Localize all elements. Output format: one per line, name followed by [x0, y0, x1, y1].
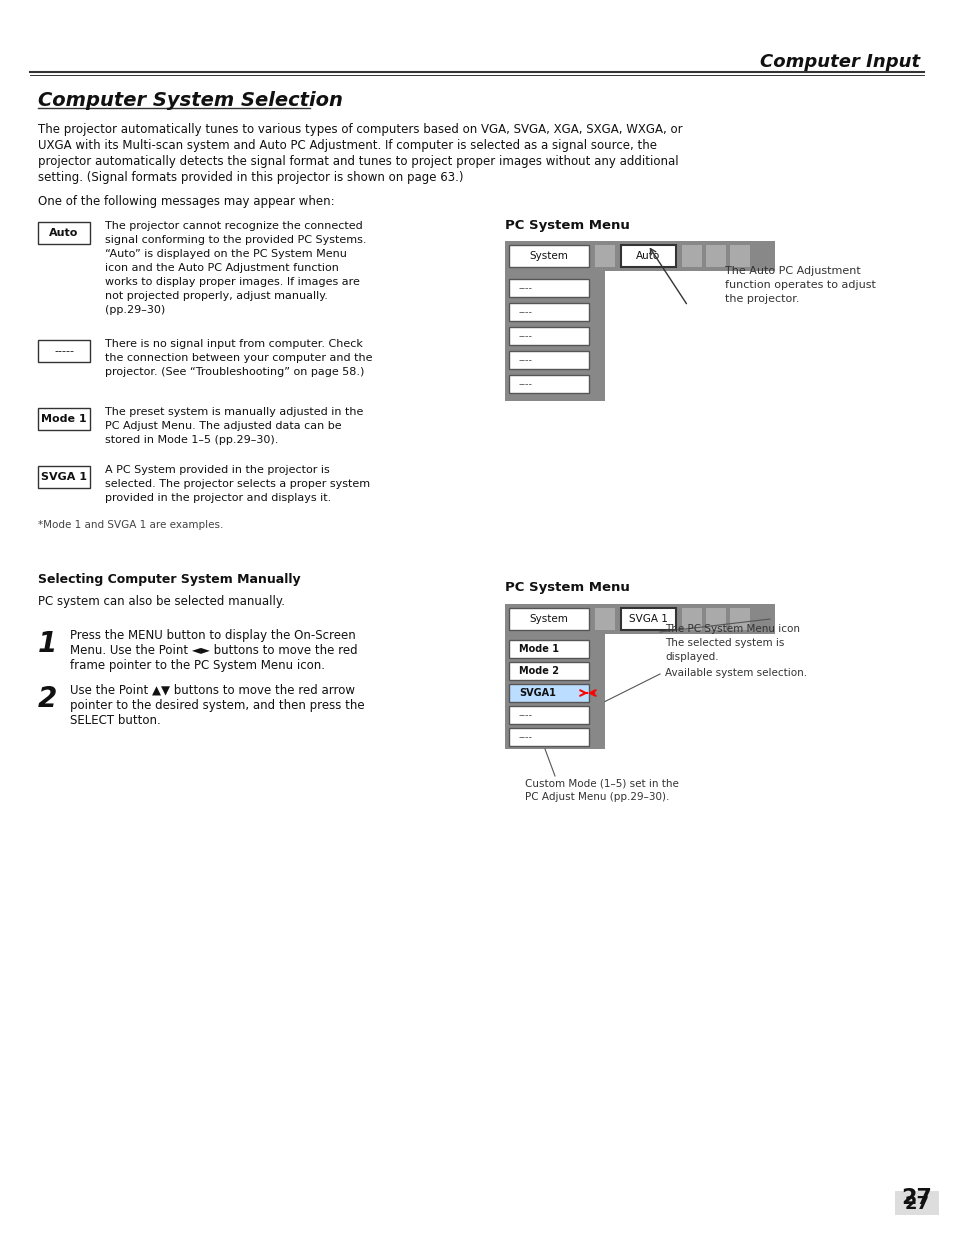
- Text: PC System Menu: PC System Menu: [504, 582, 629, 594]
- Text: PC System Menu: PC System Menu: [504, 219, 629, 231]
- Bar: [620, 608, 676, 630]
- Text: The preset system is manually adjusted in the: The preset system is manually adjusted i…: [105, 408, 363, 417]
- Bar: [705, 245, 725, 267]
- Bar: [705, 608, 725, 630]
- Bar: [38, 340, 90, 362]
- Text: There is no signal input from computer. Check: There is no signal input from computer. …: [105, 338, 362, 350]
- Bar: [595, 608, 615, 630]
- Text: *Mode 1 and SVGA 1 are examples.: *Mode 1 and SVGA 1 are examples.: [38, 520, 223, 530]
- Text: Custom Mode (1–5) set in the
PC Adjust Menu (pp.29–30).: Custom Mode (1–5) set in the PC Adjust M…: [524, 778, 679, 802]
- Bar: [38, 408, 90, 430]
- Text: icon and the Auto PC Adjustment function: icon and the Auto PC Adjustment function: [105, 263, 338, 273]
- Text: Auto: Auto: [50, 228, 78, 238]
- Text: One of the following messages may appear when:: One of the following messages may appear…: [38, 195, 335, 209]
- Bar: [509, 608, 588, 630]
- Text: frame pointer to the PC System Menu icon.: frame pointer to the PC System Menu icon…: [70, 658, 325, 672]
- Text: SELECT button.: SELECT button.: [70, 714, 161, 726]
- Text: 27: 27: [901, 1188, 931, 1208]
- Text: SVGA1: SVGA1: [518, 688, 556, 698]
- Text: 27: 27: [903, 1195, 928, 1213]
- Bar: [681, 608, 701, 630]
- Bar: [504, 634, 604, 748]
- Bar: [509, 327, 588, 345]
- Text: The Auto PC Adjustment
function operates to adjust
the projector.: The Auto PC Adjustment function operates…: [724, 266, 875, 304]
- Bar: [504, 241, 774, 270]
- Text: selected. The projector selects a proper system: selected. The projector selects a proper…: [105, 479, 370, 489]
- Bar: [729, 608, 749, 630]
- Text: “Auto” is displayed on the PC System Menu: “Auto” is displayed on the PC System Men…: [105, 249, 347, 259]
- Text: The projector automatically tunes to various types of computers based on VGA, SV: The projector automatically tunes to var…: [38, 124, 682, 137]
- Text: Mode 2: Mode 2: [518, 666, 558, 676]
- Bar: [504, 604, 774, 634]
- Bar: [509, 727, 588, 746]
- Text: ----: ----: [518, 710, 533, 720]
- Text: The projector cannot recognize the connected: The projector cannot recognize the conne…: [105, 221, 362, 231]
- Text: setting. (Signal formats provided in this projector is shown on page 63.): setting. (Signal formats provided in thi…: [38, 172, 463, 184]
- Text: -----: -----: [54, 346, 74, 356]
- Bar: [504, 270, 604, 401]
- Bar: [38, 466, 90, 488]
- Text: SVGA 1: SVGA 1: [41, 472, 87, 482]
- Bar: [681, 245, 701, 267]
- Text: Mode 1: Mode 1: [518, 643, 558, 655]
- Bar: [38, 222, 90, 245]
- Text: ----: ----: [518, 732, 533, 742]
- Text: System: System: [529, 614, 568, 624]
- Text: Available system selection.: Available system selection.: [664, 668, 806, 678]
- Bar: [509, 684, 588, 701]
- Text: 1: 1: [38, 630, 57, 658]
- Text: ----: ----: [518, 331, 533, 341]
- Text: Mode 1: Mode 1: [41, 414, 87, 424]
- Text: UXGA with its Multi-scan system and Auto PC Adjustment. If computer is selected : UXGA with its Multi-scan system and Auto…: [38, 140, 657, 152]
- Text: Press the MENU button to display the On-Screen: Press the MENU button to display the On-…: [70, 629, 355, 641]
- Text: projector. (See “Troubleshooting” on page 58.): projector. (See “Troubleshooting” on pag…: [105, 367, 364, 377]
- Text: pointer to the desired system, and then press the: pointer to the desired system, and then …: [70, 699, 364, 711]
- Text: Computer System Selection: Computer System Selection: [38, 90, 342, 110]
- Text: signal conforming to the provided PC Systems.: signal conforming to the provided PC Sys…: [105, 235, 366, 245]
- Text: The PC System Menu icon
The selected system is
displayed.: The PC System Menu icon The selected sys…: [664, 624, 800, 662]
- Text: System: System: [529, 251, 568, 261]
- Bar: [509, 706, 588, 724]
- Bar: [509, 351, 588, 369]
- Text: ----: ----: [518, 308, 533, 317]
- Text: Computer Input: Computer Input: [760, 53, 919, 70]
- Text: stored in Mode 1–5 (pp.29–30).: stored in Mode 1–5 (pp.29–30).: [105, 435, 278, 445]
- Text: Menu. Use the Point ◄► buttons to move the red: Menu. Use the Point ◄► buttons to move t…: [70, 643, 357, 657]
- Bar: [894, 1191, 938, 1215]
- Text: PC Adjust Menu. The adjusted data can be: PC Adjust Menu. The adjusted data can be: [105, 421, 341, 431]
- Text: provided in the projector and displays it.: provided in the projector and displays i…: [105, 493, 331, 503]
- Bar: [595, 245, 615, 267]
- Text: PC system can also be selected manually.: PC system can also be selected manually.: [38, 595, 285, 609]
- Text: 2: 2: [38, 685, 57, 713]
- Text: Selecting Computer System Manually: Selecting Computer System Manually: [38, 573, 300, 587]
- Bar: [509, 245, 588, 267]
- Text: Auto: Auto: [636, 251, 659, 261]
- Text: not projected properly, adjust manually.: not projected properly, adjust manually.: [105, 291, 328, 301]
- Bar: [509, 279, 588, 296]
- Text: the connection between your computer and the: the connection between your computer and…: [105, 353, 372, 363]
- Text: projector automatically detects the signal format and tunes to project proper im: projector automatically detects the sign…: [38, 156, 678, 168]
- Text: ----: ----: [518, 379, 533, 389]
- Bar: [509, 375, 588, 393]
- Bar: [509, 640, 588, 658]
- Bar: [509, 303, 588, 321]
- Text: works to display proper images. If images are: works to display proper images. If image…: [105, 277, 359, 287]
- Text: Use the Point ▲▼ buttons to move the red arrow: Use the Point ▲▼ buttons to move the red…: [70, 683, 355, 697]
- Text: ----: ----: [518, 354, 533, 366]
- Text: SVGA 1: SVGA 1: [628, 614, 667, 624]
- Text: ----: ----: [518, 283, 533, 293]
- Text: A PC System provided in the projector is: A PC System provided in the projector is: [105, 466, 330, 475]
- Bar: [620, 245, 676, 267]
- Bar: [509, 662, 588, 680]
- Text: (pp.29–30): (pp.29–30): [105, 305, 165, 315]
- Bar: [729, 245, 749, 267]
